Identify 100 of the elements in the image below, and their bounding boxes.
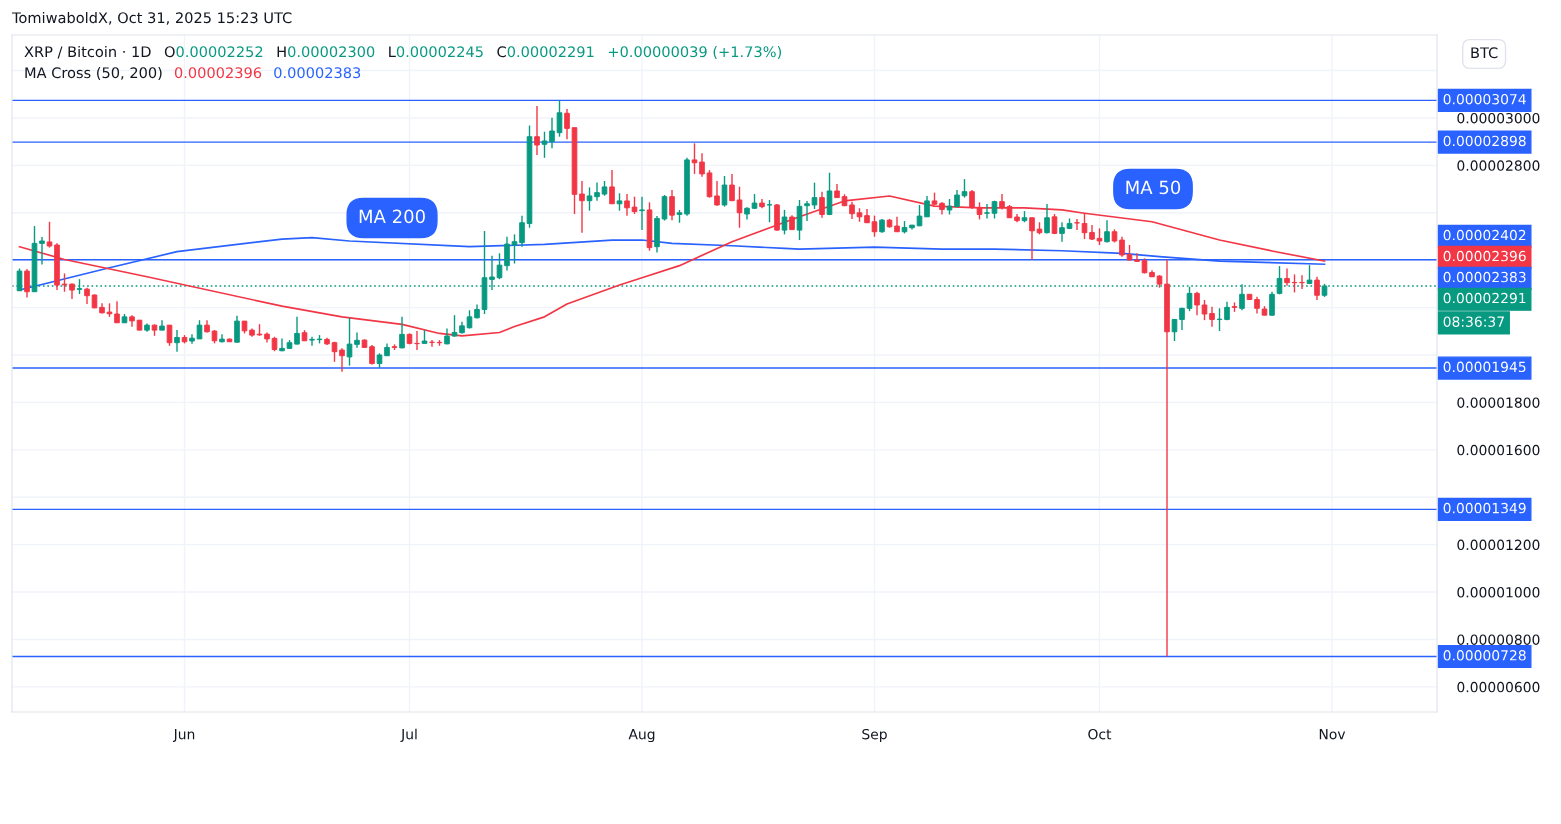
text: 0.00002383 xyxy=(1443,271,1526,283)
annotation: MA Cross (50, 200) xyxy=(25,66,162,80)
ref-line-label: 0.00003074 xyxy=(1443,93,1526,105)
candlestick xyxy=(1119,236,1125,258)
ref-line-label: 0.00000728 xyxy=(1443,650,1526,661)
annotation: +0.00000039 (+1.73%) xyxy=(608,45,782,59)
candlestick xyxy=(1074,218,1080,231)
candlestick xyxy=(924,195,930,218)
candlestick xyxy=(871,214,878,238)
x-tick-label: Oct xyxy=(1088,728,1112,740)
candlestick xyxy=(541,131,548,159)
candlestick xyxy=(451,314,458,338)
candlestick xyxy=(1284,267,1290,287)
candlestick xyxy=(1044,203,1050,235)
candlestick xyxy=(61,272,68,293)
candlestick xyxy=(114,300,120,324)
x-tick-label: Aug xyxy=(628,729,655,743)
candlestick xyxy=(429,339,435,348)
annotation: MA 200 xyxy=(359,209,425,224)
candlestick xyxy=(279,337,285,352)
candlestick xyxy=(294,316,300,346)
line-series xyxy=(18,195,1326,337)
annotation: MA 50 xyxy=(1126,180,1181,195)
candlestick xyxy=(534,105,540,156)
candlestick xyxy=(804,200,810,222)
candlestick xyxy=(1186,286,1193,312)
candlestick xyxy=(984,203,990,220)
candlestick xyxy=(579,180,585,234)
y-tick-label: 0.00001200 xyxy=(1457,539,1540,551)
candlestick xyxy=(594,181,600,202)
x-tick-label: Jun xyxy=(172,729,195,742)
x-tick-label: Sep xyxy=(862,728,887,743)
candlestick xyxy=(549,117,555,150)
ref-line-label: 0.00001349 xyxy=(1443,502,1526,514)
candlestick xyxy=(174,329,180,353)
candlestick xyxy=(624,193,630,217)
x-tick-label: Nov xyxy=(1319,729,1346,740)
ref-line-label: 0.00002291 xyxy=(1443,292,1526,304)
candlestick xyxy=(556,99,563,138)
candlestick xyxy=(24,268,30,299)
annotation: C0.00002291 xyxy=(497,46,594,58)
candlestick xyxy=(414,330,420,351)
candlestick xyxy=(1201,299,1208,321)
candlestick xyxy=(39,236,45,266)
candlestick xyxy=(781,209,788,236)
candlestick xyxy=(699,152,705,178)
annotation: L0.00002245 xyxy=(389,46,483,58)
candlestick xyxy=(564,108,570,140)
candlestick xyxy=(639,195,645,231)
candlestick xyxy=(691,142,698,175)
y-tick-label: 0.00003000 xyxy=(1457,112,1540,124)
text: TomiwaboldX, Oct 31, 2025 15:23 UTC xyxy=(11,11,292,25)
candlestick xyxy=(796,199,803,241)
candlestick xyxy=(729,173,735,202)
annotation: H0.00002300 xyxy=(277,46,375,58)
candlestick xyxy=(1209,305,1215,328)
candlestick xyxy=(961,178,968,199)
candlestick xyxy=(766,199,773,223)
candlestick xyxy=(811,181,818,210)
candlestick xyxy=(1134,252,1140,263)
candlestick xyxy=(519,214,525,248)
candlestick xyxy=(1059,221,1065,243)
candlestick xyxy=(609,169,615,205)
candlestick xyxy=(1314,276,1320,301)
ref-line-label: 0.00002402 xyxy=(1443,229,1526,241)
candlestick xyxy=(669,189,675,221)
text: BTC xyxy=(1471,47,1498,59)
candlestick xyxy=(46,221,53,249)
candlestick xyxy=(1299,274,1305,290)
candlestick xyxy=(736,186,743,229)
candlestick xyxy=(309,336,315,347)
y-tick-label: 0.00001800 xyxy=(1457,397,1540,408)
candlestick xyxy=(346,317,353,367)
y-tick-label: 0.00000600 xyxy=(1457,681,1540,693)
candlestick xyxy=(196,319,203,340)
ref-line-label: 0.00001945 xyxy=(1443,361,1526,373)
text: XRP / Bitcoin · 1D xyxy=(24,45,151,59)
candlestick xyxy=(504,236,510,272)
y-tick-label: 0.00000800 xyxy=(1457,634,1540,645)
candlestick xyxy=(1269,291,1275,317)
candlestick xyxy=(189,333,195,345)
candlestick xyxy=(511,233,518,265)
y-tick-label: 0.00001600 xyxy=(1457,444,1540,456)
y-tick-label: 0.00001000 xyxy=(1457,587,1540,598)
candlestick xyxy=(234,314,240,344)
annotation: 0.00002383 xyxy=(274,67,361,79)
annotation: O0.00002252 xyxy=(164,46,263,58)
candlestick xyxy=(586,186,593,212)
x-tick-label: Jul xyxy=(400,728,417,742)
candlestick xyxy=(1029,217,1035,261)
annotation: 0.00002396 xyxy=(174,67,262,79)
candlestick xyxy=(1164,258,1170,658)
candlestick xyxy=(339,347,345,373)
y-tick-label: 0.00002800 xyxy=(1457,160,1540,171)
candlestick xyxy=(826,172,833,216)
candlestick xyxy=(354,331,360,349)
text: 08:36:37 xyxy=(1443,316,1504,327)
candlestick xyxy=(706,169,713,199)
candlestick xyxy=(166,324,173,347)
candlestick xyxy=(721,175,728,208)
